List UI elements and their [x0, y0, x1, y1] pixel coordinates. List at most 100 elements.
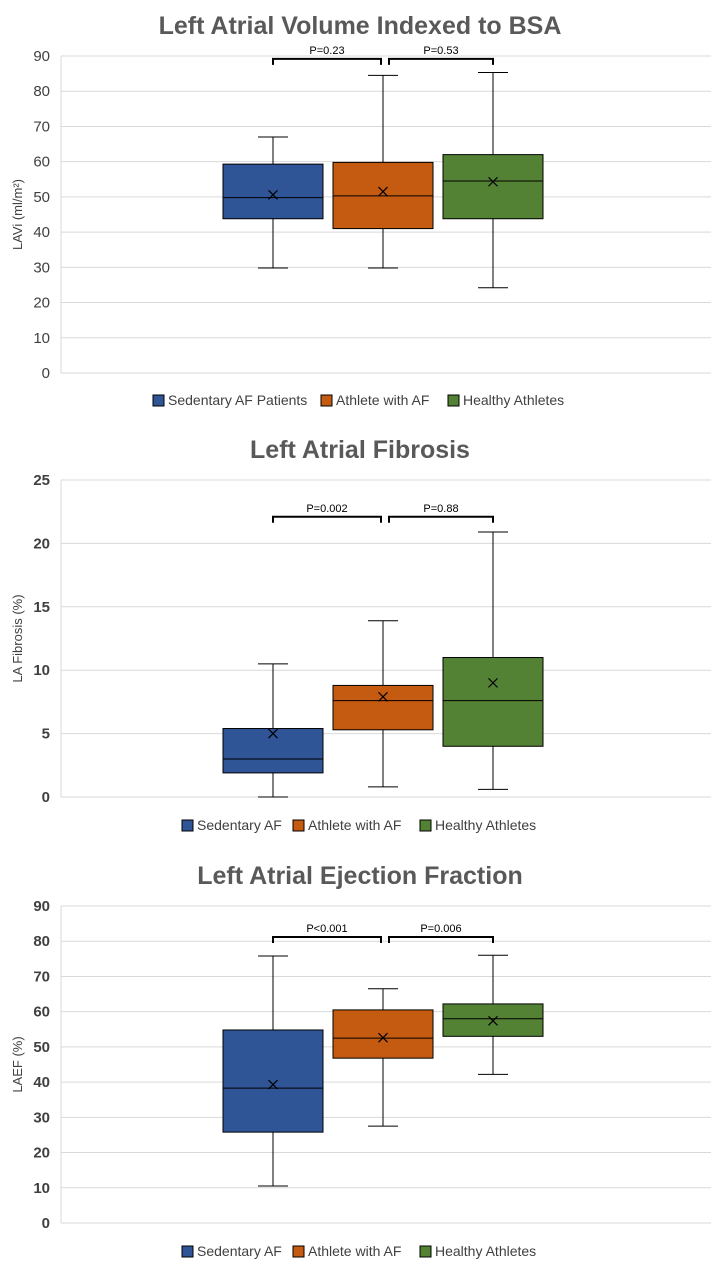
p-value-label: P=0.002	[306, 503, 347, 515]
legend-label: Healthy Athletes	[463, 392, 564, 408]
y-axis-label: LAEF (%)	[10, 1036, 25, 1092]
mean-marker	[488, 1015, 498, 1026]
mean-marker	[378, 186, 388, 197]
y-tick-label: 10	[33, 662, 50, 679]
box-2	[332, 988, 434, 1127]
legend-swatch	[447, 394, 460, 407]
y-tick-label: 20	[33, 1145, 50, 1162]
comparison-bracket: P=0.006	[388, 923, 494, 943]
mean-marker	[488, 677, 498, 688]
y-tick-label: 50	[33, 1039, 50, 1056]
y-tick-label: 40	[33, 224, 50, 241]
box-iqr	[332, 684, 434, 731]
legend-swatch	[152, 394, 165, 407]
legend-label: Sedentary AF	[197, 817, 282, 833]
y-tick-label: 30	[33, 259, 50, 276]
legend-swatch	[292, 819, 305, 832]
y-tick-label: 20	[33, 535, 50, 552]
bracket-line	[388, 935, 494, 943]
chart-3: Left Atrial Ejection Fraction 0 10 20 30 40 50…	[10, 862, 711, 1259]
y-tick-label: 10	[33, 330, 50, 347]
mean-marker	[378, 1032, 388, 1043]
y-tick-label: 25	[33, 472, 50, 489]
y-tick-label: 70	[33, 968, 50, 985]
y-tick-label: 90	[33, 48, 50, 65]
box-iqr	[442, 154, 544, 220]
y-tick-label: 50	[33, 189, 50, 206]
y-tick-label: 60	[33, 154, 50, 171]
p-value-label: P=0.23	[309, 45, 344, 57]
legend-label: Sedentary AF Patients	[168, 392, 307, 408]
legend-swatch	[320, 394, 333, 407]
legend-label: Sedentary AF	[197, 1243, 282, 1259]
comparison-bracket: P=0.23	[272, 45, 382, 65]
y-tick-label: 5	[42, 726, 50, 743]
legend-label: Athlete with AF	[336, 392, 429, 408]
box-2	[332, 620, 434, 788]
bracket-line	[272, 515, 382, 523]
y-tick-label: 80	[33, 83, 50, 100]
p-value-label: P=0.53	[423, 45, 458, 57]
legend-swatch	[419, 1245, 432, 1258]
p-value-label: P<0.001	[306, 923, 347, 935]
legend: Sedentary AF Athlete with AF Healthy Athle…	[181, 817, 536, 833]
box-3	[442, 531, 544, 790]
y-tick-label: 80	[33, 933, 50, 950]
box-iqr	[222, 1029, 324, 1133]
legend-label: Healthy Athletes	[435, 1243, 536, 1259]
comparison-bracket: P<0.001	[272, 923, 382, 943]
legend-label: Athlete with AF	[308, 817, 401, 833]
box-3	[442, 954, 544, 1075]
chart-2: Left Atrial Fibrosis 0 5 10 15 20 25 LA Fibrosi…	[10, 436, 711, 833]
y-tick-label: 0	[42, 365, 50, 382]
y-tick-label: 20	[33, 295, 50, 312]
mean-marker	[268, 189, 278, 200]
y-tick-label: 40	[33, 1074, 50, 1091]
legend-swatch	[292, 1245, 305, 1258]
box-2	[332, 74, 434, 269]
chart-1: Left Atrial Volume Indexed to BSA 0 10 20 30…	[10, 12, 711, 408]
box-iqr	[222, 163, 324, 220]
mean-marker	[378, 691, 388, 702]
box-iqr	[442, 657, 544, 747]
p-value-label: P=0.88	[423, 503, 458, 515]
box-iqr	[222, 728, 324, 774]
bracket-line	[388, 515, 494, 523]
box-iqr	[332, 1009, 434, 1059]
legend-swatch	[419, 819, 432, 832]
box-1	[222, 955, 324, 1187]
chart-title: Left Atrial Fibrosis	[250, 436, 470, 464]
legend-label: Healthy Athletes	[435, 817, 536, 833]
bracket-line	[272, 57, 382, 65]
mean-marker	[268, 728, 278, 739]
y-axis-label: LA Fibrosis (%)	[10, 594, 25, 682]
box-1	[222, 136, 324, 269]
box-1	[222, 663, 324, 798]
mean-marker	[488, 176, 498, 187]
bracket-line	[388, 57, 494, 65]
legend-swatch	[181, 1245, 194, 1258]
y-tick-label: 90	[33, 898, 50, 915]
mean-marker	[268, 1079, 278, 1090]
y-tick-label: 0	[42, 789, 50, 806]
y-axis-label: LAVi (ml/m²)	[10, 179, 25, 250]
p-value-label: P=0.006	[420, 923, 461, 935]
legend-swatch	[181, 819, 194, 832]
legend: Sedentary AF Athlete with AF Healthy Athle…	[181, 1243, 536, 1259]
y-tick-label: 15	[33, 599, 50, 616]
chart-title: Left Atrial Volume Indexed to BSA	[159, 12, 562, 40]
y-tick-label: 10	[33, 1180, 50, 1197]
comparison-bracket: P=0.88	[388, 503, 494, 523]
comparison-bracket: P=0.002	[272, 503, 382, 523]
chart-title: Left Atrial Ejection Fraction	[197, 862, 523, 890]
box-3	[442, 72, 544, 289]
y-tick-label: 0	[42, 1215, 50, 1232]
bracket-line	[272, 935, 382, 943]
legend: Sedentary AF Patients Athlete with AF Heal…	[152, 392, 564, 408]
legend-label: Athlete with AF	[308, 1243, 401, 1259]
comparison-bracket: P=0.53	[388, 45, 494, 65]
y-tick-label: 30	[33, 1109, 50, 1126]
y-tick-label: 60	[33, 1004, 50, 1021]
y-tick-label: 70	[33, 118, 50, 135]
